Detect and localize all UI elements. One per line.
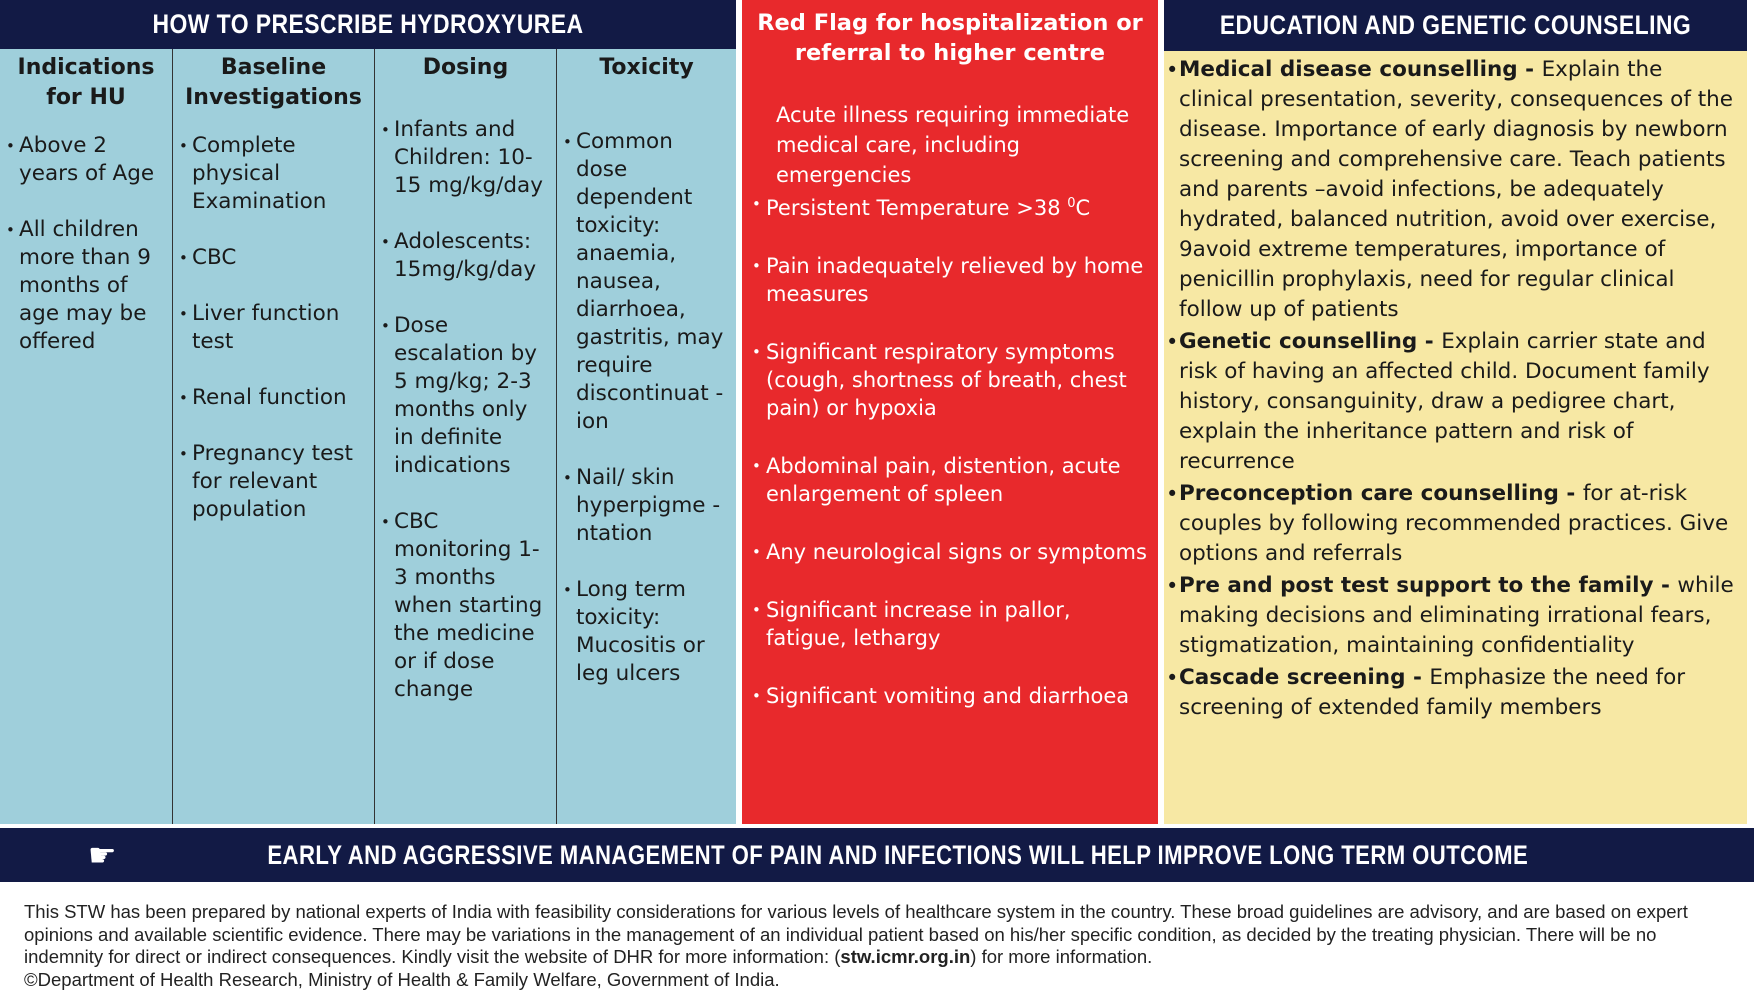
banner-text: EARLY AND AGGRESSIVE MANAGEMENT OF PAIN …: [266, 839, 1528, 870]
list-item: Liver function test: [179, 300, 368, 356]
list-item: Complete physical Examination: [179, 132, 368, 216]
education-item: Preconception care counselling - for at-…: [1166, 479, 1741, 569]
list-item: Pregnancy test for relevant population: [179, 440, 368, 524]
red-flag-intro: Acute illness requiring immediate medica…: [776, 103, 1130, 187]
hu-column: Dosing Infants and Children: 10-15 mg/kg/…: [375, 49, 557, 824]
list-item: CBC monitoring 1-3 months when starting …: [381, 508, 550, 704]
hu-header: HOW TO PRESCRIBE HYDROXYUREA: [0, 0, 736, 49]
list-item: Renal function: [179, 384, 368, 412]
hu-column: Toxicity Common dose dependent toxicity: …: [557, 49, 736, 824]
list-item: Common dose dependent toxicity: anaemia,…: [563, 128, 730, 436]
column-heading: Baseline Investigations: [185, 55, 362, 110]
disclaimer: This STW has been prepared by national e…: [24, 901, 1688, 990]
hu-title: HOW TO PRESCRIBE HYDROXYUREA: [152, 9, 584, 39]
education-panel: Medical disease counselling - Explain th…: [1164, 51, 1747, 824]
education-item: Medical disease counselling - Explain th…: [1166, 55, 1741, 325]
column-heading: Indications for HU: [17, 55, 155, 110]
copyright: ©Department of Health Research, Ministry…: [24, 968, 780, 990]
red-flag-title: Red Flag for hospitalization or referral…: [757, 10, 1143, 66]
red-flag-item: Abdominal pain, distention, acute enlarg…: [752, 452, 1148, 508]
list-item: Above 2 years of Age: [6, 132, 166, 188]
education-title: EDUCATION AND GENETIC COUNSELING: [1219, 10, 1692, 40]
list-item: CBC: [179, 244, 368, 272]
education-item: Genetic counselling - Explain carrier st…: [1166, 327, 1741, 477]
list-item: Infants and Children: 10-15 mg/kg/day: [381, 116, 550, 200]
education-item: Cascade screening - Emphasize the need f…: [1166, 663, 1741, 723]
list-item: Adolescents: 15mg/kg/day: [381, 228, 550, 284]
red-flag-item: Significant vomiting and diarrhoea: [752, 682, 1148, 710]
red-flag-item: Pain inadequately relieved by home measu…: [752, 252, 1148, 308]
hu-column: Baseline Investigations Complete physical…: [173, 49, 375, 824]
banner: ☛ EARLY AND AGGRESSIVE MANAGEMENT OF PAI…: [0, 828, 1754, 882]
pointing-hand-icon: ☛: [87, 836, 117, 874]
red-flag-item: Significant respiratory symptoms (cough,…: [752, 338, 1148, 422]
education-header: EDUCATION AND GENETIC COUNSELING: [1164, 0, 1747, 51]
hu-column: Indications for HU Above 2 years of Age Al…: [0, 49, 173, 824]
list-item: Nail/ skin hyperpigme - ntation: [563, 464, 730, 548]
website-link[interactable]: stw.icmr.org.in: [840, 946, 971, 967]
red-flag-item: Persistent Temperature >38 0C: [752, 190, 1148, 222]
red-flag-item: Any neurological signs or symptoms: [752, 538, 1148, 566]
column-heading: Toxicity: [599, 55, 694, 80]
column-heading: Dosing: [422, 55, 509, 80]
red-flag-list: Pain inadequately relieved by home measu…: [752, 252, 1148, 710]
red-flag-item: Significant increase in pallor, fatigue,…: [752, 596, 1148, 652]
list-item: Long term toxicity: Mucositis or leg ulc…: [563, 576, 730, 688]
red-flag-panel: Red Flag for hospitalization or referral…: [742, 0, 1158, 824]
list-item: All children more than 9 months of age m…: [6, 216, 166, 356]
list-item: Dose escalation by 5 mg/kg; 2-3 months o…: [381, 312, 550, 480]
education-item: Pre and post test support to the family …: [1166, 571, 1741, 661]
